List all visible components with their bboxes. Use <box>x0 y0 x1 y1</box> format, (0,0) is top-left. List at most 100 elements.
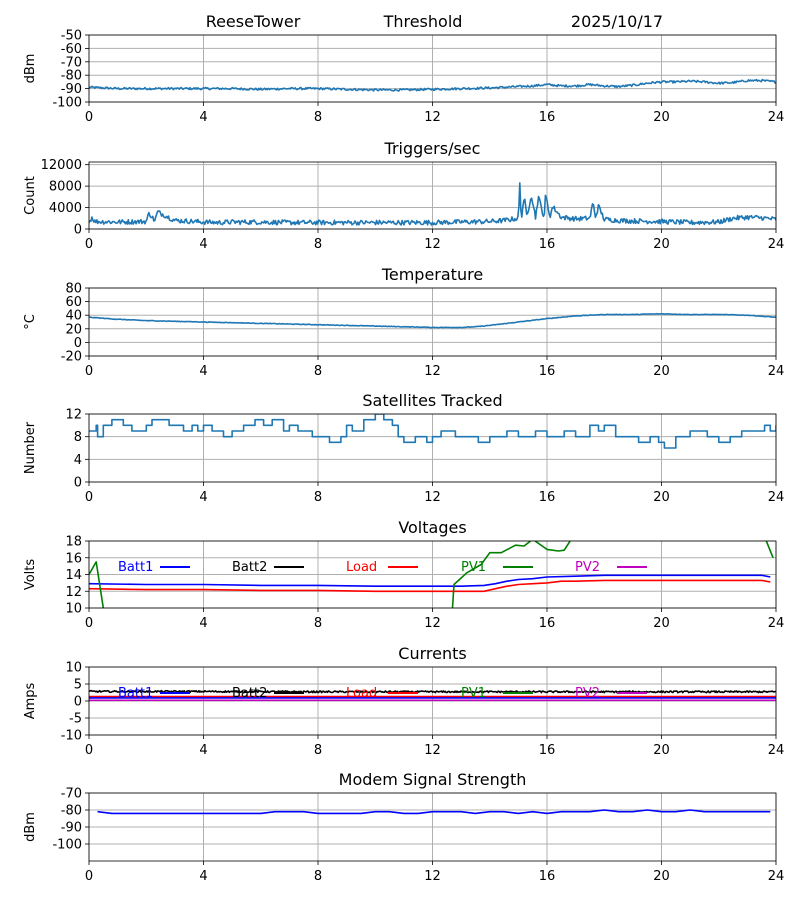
series-group <box>89 689 776 702</box>
x-tick-label: 16 <box>539 364 556 379</box>
y-tick-label: -100 <box>52 96 82 111</box>
y-tick-label: 12000 <box>41 158 82 173</box>
y-tick-label: 10 <box>65 661 82 676</box>
series-line-batt1 <box>89 574 771 588</box>
report-date: 2025/10/17 <box>571 12 663 31</box>
y-tick-label: -80 <box>61 804 82 819</box>
chart-title-threshold: Threshold <box>383 12 463 31</box>
x-tick-label: 16 <box>539 237 556 252</box>
x-tick-label: 12 <box>424 110 441 125</box>
chart-modem: Modem Signal Strength 0 4 8 12 16 20 24 -70 -80 -9… <box>23 770 784 884</box>
chart-threshold: 0 4 8 12 16 20 24 -50-60-70-80-90-100 dBm <box>23 29 784 126</box>
x-tick-label: 20 <box>653 616 670 631</box>
series-group <box>89 182 776 226</box>
y-tick-label: 0 <box>74 476 82 491</box>
legend-label-batt1: Batt1 <box>118 560 153 575</box>
x-tick-label: 12 <box>424 743 441 758</box>
y-tick-label: -50 <box>61 29 82 44</box>
y-tick-label: 10 <box>65 602 82 617</box>
x-tick-label: 8 <box>314 110 322 125</box>
y-tick-label: 0 <box>74 223 82 238</box>
series-line-pv1 <box>89 561 105 608</box>
series-line-satellites <box>89 414 776 449</box>
y-tick-label: 5 <box>74 678 82 693</box>
x-tick-label: 0 <box>85 364 93 379</box>
x-tick-label: 8 <box>314 364 322 379</box>
legend-label-pv2: PV2 <box>575 686 600 701</box>
x-tick-label: 16 <box>539 869 556 884</box>
legend-label-pv2: PV2 <box>575 560 600 575</box>
y-tick-label: -70 <box>61 787 82 802</box>
x-tick-label: 4 <box>199 869 207 884</box>
x-tick-label: 0 <box>85 743 93 758</box>
x-tick-label: 12 <box>424 616 441 631</box>
x-tick-label: 8 <box>314 616 322 631</box>
legend-label-batt2: Batt2 <box>232 686 267 701</box>
x-tick-label: 20 <box>653 237 670 252</box>
chart-title: Satellites Tracked <box>362 391 502 410</box>
x-tick-label: 0 <box>85 869 93 884</box>
x-tick-label: 8 <box>314 869 322 884</box>
y-axis-label: Amps <box>23 682 38 719</box>
y-tick-label: -20 <box>61 350 82 365</box>
chart-title: Currents <box>398 644 466 663</box>
legend-label-pv1: PV1 <box>461 686 486 701</box>
y-tick-label: 14 <box>65 568 82 583</box>
y-tick-label: -10 <box>61 729 82 744</box>
series-group <box>89 312 776 329</box>
x-tick-label: 16 <box>539 490 556 505</box>
series-line-pv1 <box>765 541 774 559</box>
y-axis-label: Volts <box>23 559 38 591</box>
series-line-pv1 <box>451 541 572 608</box>
y-axis-label: °C <box>23 314 38 330</box>
x-tick-label: 12 <box>424 869 441 884</box>
y-tick-label: -5 <box>69 712 82 727</box>
y-tick-label: 12 <box>65 585 82 600</box>
y-tick-label: -70 <box>61 55 82 70</box>
legend-label-batt2: Batt2 <box>232 560 267 575</box>
chart-title: Modem Signal Strength <box>339 770 527 789</box>
x-tick-label: 20 <box>653 490 670 505</box>
y-tick-label: 4 <box>74 453 82 468</box>
x-tick-label: 16 <box>539 616 556 631</box>
x-tick-label: 0 <box>85 616 93 631</box>
chart-title: Temperature <box>381 265 483 284</box>
series-line-temperature <box>89 312 776 329</box>
x-tick-label: 4 <box>199 110 207 125</box>
y-tick-label: 80 <box>65 282 82 297</box>
x-tick-label: 8 <box>314 490 322 505</box>
y-tick-label: 16 <box>65 551 82 566</box>
x-tick-label: 8 <box>314 237 322 252</box>
x-tick-label: 16 <box>539 743 556 758</box>
y-tick-label: -90 <box>61 821 82 836</box>
chart-title: Voltages <box>398 518 466 537</box>
y-tick-label: 8 <box>74 430 82 445</box>
y-axis-label: Number <box>23 421 38 474</box>
x-tick-label: 24 <box>768 490 785 505</box>
legend-label-pv1: PV1 <box>461 560 486 575</box>
x-tick-label: 4 <box>199 490 207 505</box>
x-tick-label: 4 <box>199 237 207 252</box>
x-tick-label: 4 <box>199 743 207 758</box>
y-tick-label: -100 <box>52 838 82 853</box>
y-tick-label: 40 <box>65 309 82 324</box>
y-tick-label: 18 <box>65 535 82 550</box>
x-tick-label: 24 <box>768 616 785 631</box>
y-tick-label: 4000 <box>49 201 82 216</box>
x-tick-label: 0 <box>85 490 93 505</box>
x-tick-label: 0 <box>85 110 93 125</box>
chart-title: Triggers/sec <box>384 139 481 158</box>
chart-currents: Currents 0 4 8 12 16 20 24 10 5 0 -5 -10 Amps Batt1 Bat… <box>23 644 784 758</box>
y-tick-label: 60 <box>65 295 82 310</box>
x-tick-label: 20 <box>653 364 670 379</box>
series-group <box>89 541 774 608</box>
x-tick-label: 0 <box>85 237 93 252</box>
series-line-batt2 <box>89 689 776 694</box>
y-tick-label: 0 <box>74 336 82 351</box>
x-tick-label: 16 <box>539 110 556 125</box>
x-tick-label: 24 <box>768 364 785 379</box>
series-line-load <box>89 579 771 593</box>
